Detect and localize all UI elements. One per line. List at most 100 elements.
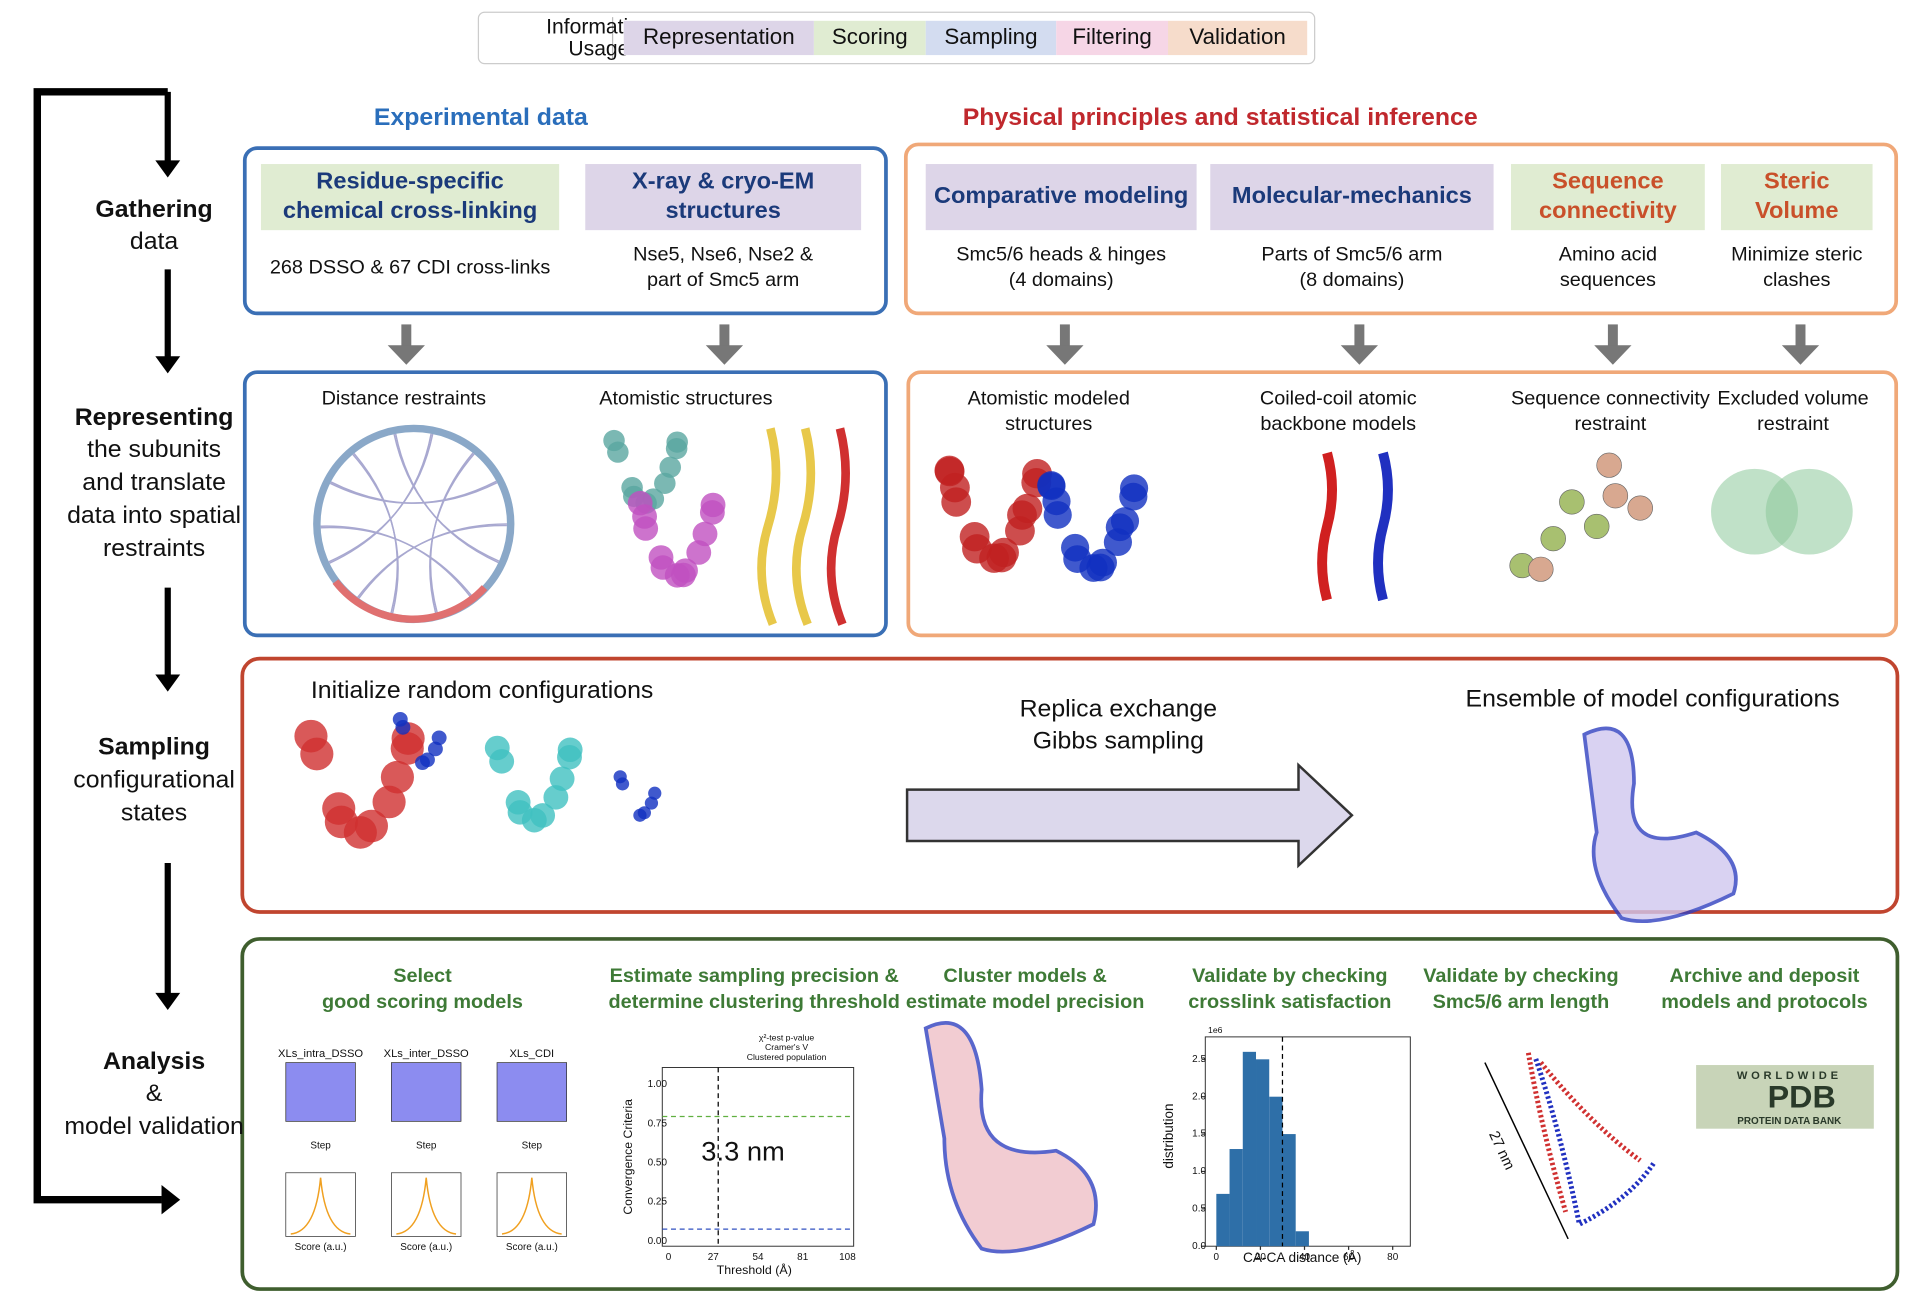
y-tick-label: 0.5 [1192,1203,1206,1214]
source-title: Steric [1764,168,1830,194]
x-tick-label: 81 [797,1252,808,1263]
source-title: connectivity [1539,197,1677,223]
molecule [648,545,674,570]
representation-label: Distance restraints [322,387,487,409]
particle [557,737,583,763]
histogram-plot [285,1172,356,1237]
helix [791,427,816,626]
flow-arrowhead [1046,345,1084,365]
molecule [700,492,726,518]
y-tick-label: 0.0 [1192,1241,1206,1252]
molecule [686,540,712,565]
coiled-coil [1317,451,1337,602]
stage-subtitle: data into spatial [67,502,241,529]
ensemble [1582,726,1738,924]
analysis-title: models and protocols [1661,991,1867,1013]
particle [395,720,411,735]
legend-swatch [623,20,814,56]
group-title: Physical principles and statistical infe… [963,104,1478,131]
axis-label: CA-CA distance (Å) [1243,1250,1361,1265]
analysis-title: estimate model precision [906,991,1144,1013]
helix [757,427,781,626]
particle [322,792,356,825]
particle [648,786,662,800]
sampling-arrow [905,762,1354,869]
particle [354,809,388,843]
x-tick-label: 54 [752,1252,764,1263]
source-title: Molecular-mechanics [1232,182,1472,208]
legend-swatch [813,20,926,56]
circos-link [394,433,499,564]
particle [644,796,659,810]
y-tick-label: 2.0 [1192,1091,1206,1102]
molecule [1007,500,1037,530]
plot-title: XLs_inter_DSSO [384,1048,469,1060]
loop-arrowhead [161,1185,181,1215]
axis-label: Score (a.u.) [295,1242,347,1253]
legend-swatch [1168,20,1308,56]
legend-item: Representation [643,24,795,49]
representing-physical-box [906,370,1899,638]
y-tick-label: 1.5 [1192,1129,1206,1140]
group-title: Experimental data [374,104,588,131]
pdb-text: PROTEIN DATA BANK [1737,1116,1842,1127]
particle [380,760,414,794]
legend-item: Clustered population [747,1052,827,1062]
experimental-box [242,146,888,316]
y-tick-label: 0.25 [648,1197,668,1208]
flow-arrowhead [705,345,744,365]
molecule [986,543,1017,573]
particle [431,730,447,746]
trace-plot [496,1062,567,1122]
histogram-bar [1269,1096,1283,1247]
flow-arrow [401,324,412,347]
representation-label: restraint [1757,413,1829,435]
source-header [925,164,1197,231]
flow-arrowhead [1781,345,1820,365]
molecule [934,455,965,486]
physical-box [903,142,1899,316]
sampling-end: Ensemble of model configurations [1466,686,1840,713]
legend-swatch [925,20,1057,56]
histogram-bar [1229,1149,1243,1247]
molecule [941,487,972,517]
axis-label: Step [310,1140,331,1151]
histogram-curve [501,1177,562,1235]
excluded-volume [1765,468,1853,555]
molecule [959,522,990,552]
legend-title: Usage [568,38,629,61]
source-header [1210,164,1494,231]
arm-measure [1484,1062,1569,1240]
particle [549,766,575,791]
circos-link [429,453,475,614]
ensemble [923,1021,1098,1254]
flow-arrow [1059,324,1070,347]
flow-arrowhead [1594,345,1632,365]
plot-frame [661,1067,855,1247]
particle [420,752,435,768]
arm-model [1533,1058,1656,1228]
y-tick-label: 0.00 [648,1236,668,1247]
source-text: (8 domains) [1299,269,1404,291]
source-text: 268 DSSO & 67 CDI cross-links [270,256,551,278]
representation-label: Sequence connectivity [1511,387,1710,409]
x-tick-label: 60 [1343,1252,1355,1263]
axis-label: Convergence Criteria [621,1099,635,1215]
pdb-text: PDB [1768,1079,1836,1115]
particle [300,737,334,771]
analysis-title: crosslink satisfaction [1188,991,1391,1013]
molecule [654,472,676,494]
molecule [692,521,718,547]
x-tick-label: 80 [1387,1252,1399,1263]
annotation: 3.3 nm [701,1135,785,1166]
stage-subtitle: data [130,228,179,255]
sampling-method: Gibbs sampling [1033,727,1204,754]
y-tick-label: 0.50 [648,1158,668,1169]
histogram-bar [1256,1059,1270,1247]
molecule [666,431,688,453]
stage-subtitle: the subunits [87,436,221,463]
source-title: structures [665,197,780,223]
particle [489,749,515,774]
particle [543,785,569,810]
